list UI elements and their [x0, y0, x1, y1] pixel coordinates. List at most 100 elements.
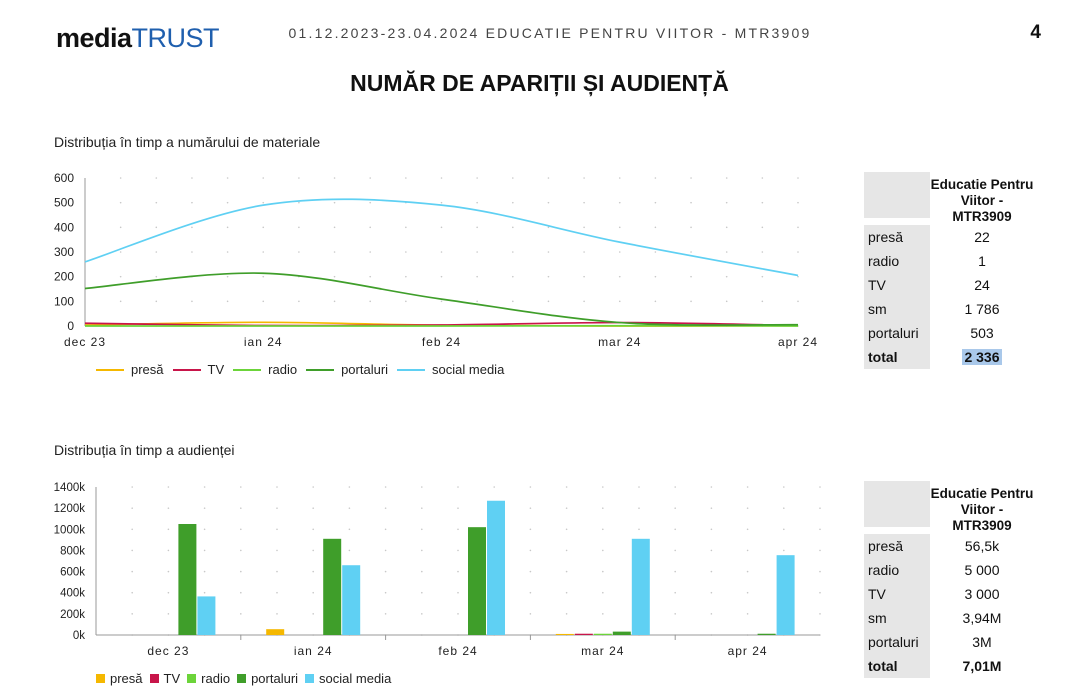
- summary-row-label: sm: [864, 297, 930, 321]
- grid-dot: [298, 226, 300, 229]
- series-line-tv: [84, 321, 799, 327]
- legend-item-portaluri: portaluri: [306, 362, 388, 377]
- logo-text-trust: TRUST: [131, 23, 220, 53]
- grid-dot: [276, 549, 278, 552]
- grid-dot: [547, 201, 550, 204]
- grid-dot: [369, 226, 372, 229]
- legend-swatch: [96, 674, 105, 683]
- grid-dot: [638, 486, 640, 488]
- grid-dot: [529, 549, 532, 552]
- x-tick-label: dec 23: [64, 335, 106, 349]
- grid-dot: [819, 613, 821, 615]
- audience-summary-table: Educatie Pentru Viitor - MTR3909 presă 56…: [864, 481, 1034, 678]
- grid-dot: [191, 251, 193, 253]
- grid-dot: [421, 528, 423, 531]
- summary-row-portaluri: portaluri 503: [864, 321, 1034, 345]
- grid-dot: [565, 507, 568, 509]
- grid-dot: [583, 275, 585, 278]
- summary-header: Educatie Pentru Viitor - MTR3909: [864, 172, 1034, 225]
- legend-swatch: [187, 674, 197, 683]
- x-tick-label: mar 24: [581, 644, 624, 658]
- legend-label: social media: [432, 362, 505, 377]
- summary-total-row: total 2 336: [864, 345, 1034, 369]
- grid-dot: [476, 300, 478, 303]
- x-tick-label: apr 24: [778, 335, 818, 349]
- bar-social_media: [631, 538, 650, 635]
- grid-dot: [384, 507, 387, 509]
- grid-dot: [457, 528, 459, 531]
- summary-total-label: total: [864, 345, 930, 369]
- grid-dot: [819, 507, 821, 509]
- x-tick-label: feb 24: [422, 335, 461, 349]
- grid-dot: [457, 570, 459, 573]
- report-header-title: 01.12.2023-23.04.2024 EDUCATIE PENTRU VI…: [288, 25, 812, 41]
- grid-dot: [131, 528, 133, 531]
- grid-dot: [674, 549, 676, 552]
- grid-dot: [276, 613, 278, 615]
- grid-dot: [547, 226, 550, 229]
- grid-dot: [476, 177, 478, 179]
- grid-dot: [226, 251, 229, 253]
- summary-header-gray-cell: [864, 481, 930, 527]
- grid-dot: [476, 226, 478, 229]
- page-title: NUMĂR DE APARIȚII ȘI AUDIENȚĂ: [350, 70, 729, 96]
- grid-dot: [131, 486, 133, 488]
- grid-dot: [167, 507, 170, 509]
- grid-dot: [369, 275, 372, 278]
- grid-dot: [710, 591, 713, 594]
- grid-dot: [440, 201, 443, 204]
- line-chart-plot: 0 100 200 300 400 500 600 dec 23 ian 24 feb 24 mar…: [54, 171, 818, 349]
- legend-label: portaluri: [251, 671, 299, 686]
- grid-dot: [690, 300, 692, 303]
- grid-dot: [583, 177, 585, 179]
- summary-row-value: 5 000: [964, 562, 1000, 578]
- grid-dot: [783, 549, 785, 552]
- grid-dot: [131, 549, 133, 552]
- grid-dot: [690, 251, 692, 253]
- grid-dot: [421, 591, 423, 594]
- summary-header-label: Educatie Pentru Viitor - MTR3909: [930, 177, 1034, 224]
- summary-row-label: TV: [864, 273, 930, 297]
- grid-dot: [167, 528, 170, 531]
- grid-dot: [131, 591, 133, 594]
- bar-social_media: [776, 555, 795, 635]
- grid-dot: [725, 300, 728, 303]
- grid-dot: [583, 300, 585, 303]
- grid-dot: [746, 613, 749, 615]
- grid-dot: [276, 570, 278, 573]
- legend-item-tv: TV: [149, 671, 180, 686]
- grid-dot: [262, 201, 265, 204]
- legend-item-presa: presă: [96, 671, 143, 686]
- summary-header: Educatie Pentru Viitor - MTR3909: [864, 481, 1034, 534]
- y-tick-label: 200k: [60, 609, 85, 621]
- grid-dot: [529, 486, 532, 488]
- y-tick-label: 200: [54, 270, 74, 284]
- y-tick-label: 100: [54, 294, 74, 308]
- legend-item-social_media: social media: [305, 671, 391, 686]
- bar-radio: [593, 633, 612, 635]
- grid-dot: [783, 528, 785, 531]
- grid-dot: [155, 177, 158, 179]
- grid-dot: [457, 507, 459, 509]
- grid-dot: [457, 549, 459, 552]
- summary-row-value: 22: [974, 229, 990, 245]
- grid-dot: [674, 486, 676, 488]
- grid-dot: [746, 570, 749, 573]
- grid-dot: [226, 177, 229, 179]
- grid-dot: [797, 177, 799, 179]
- bar-portaluri: [323, 538, 342, 635]
- grid-dot: [333, 275, 336, 278]
- legend-swatch: [233, 368, 262, 371]
- grid-dot: [725, 251, 728, 253]
- grid-dot: [746, 528, 749, 531]
- grid-dot: [131, 570, 133, 573]
- grid-dot: [369, 300, 372, 303]
- grid-dot: [312, 528, 315, 531]
- grid-dot: [119, 275, 122, 278]
- summary-header-label: Educatie Pentru Viitor - MTR3909: [930, 486, 1034, 533]
- grid-dot: [602, 549, 604, 552]
- legend-item-presa: presă: [96, 362, 164, 377]
- x-tick-label: ian 24: [244, 335, 283, 349]
- grid-dot: [405, 177, 407, 179]
- summary-rows: presă 56,5k radio 5 000 TV 3 000 sm 3,94M portal…: [864, 534, 1034, 654]
